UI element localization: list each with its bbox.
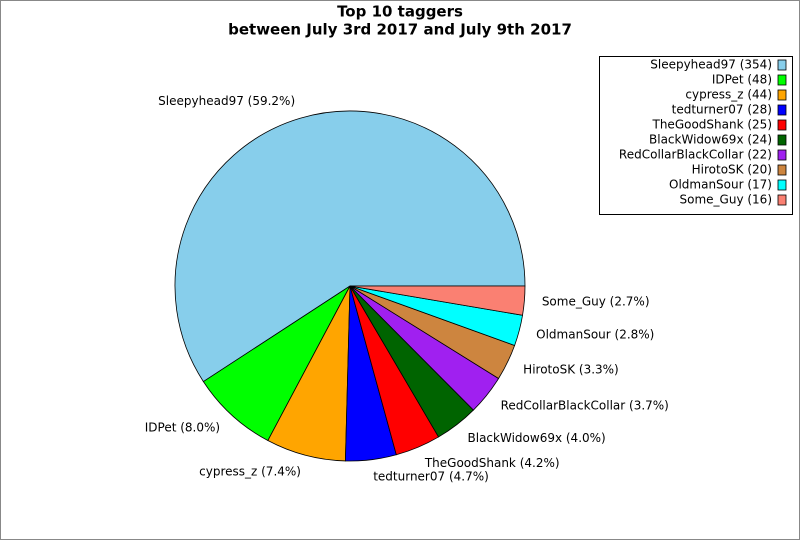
legend-swatch xyxy=(777,59,787,71)
legend-swatch xyxy=(777,194,787,206)
legend-label: Some_Guy (16) xyxy=(680,193,772,207)
legend-label: IDPet (48) xyxy=(712,73,772,87)
slice-label: OldmanSour (2.8%) xyxy=(536,328,654,342)
legend-label: TheGoodShank (25) xyxy=(652,118,773,132)
legend-label: BlackWidow69x (24) xyxy=(649,133,772,147)
pie-slice xyxy=(349,285,526,316)
pie-slice xyxy=(174,110,526,383)
slice-label: cypress_z (7.4%) xyxy=(199,465,301,479)
legend-swatch xyxy=(777,149,787,161)
legend-swatch xyxy=(777,134,787,146)
slice-label: IDPet (8.0%) xyxy=(145,421,220,435)
legend-label: OldmanSour (17) xyxy=(669,178,772,192)
legend-label: Sleepyhead97 (354) xyxy=(650,58,772,72)
legend-swatch xyxy=(777,74,787,86)
slice-label: RedCollarBlackCollar (3.7%) xyxy=(501,398,669,412)
pie-slice xyxy=(202,285,351,442)
legend-swatch xyxy=(777,104,787,116)
legend-swatch xyxy=(777,89,787,101)
slice-label: Some_Guy (2.7%) xyxy=(542,295,650,309)
slice-label: BlackWidow69x (4.0%) xyxy=(468,431,606,445)
chart-subtitle: between July 3rd 2017 and July 9th 2017 xyxy=(228,21,572,39)
slice-label: Sleepyhead97 (59.2%) xyxy=(158,94,295,108)
legend-swatch xyxy=(777,164,787,176)
legend-label: HirotoSK (20) xyxy=(692,163,772,177)
legend-swatch xyxy=(777,119,787,131)
legend-label: cypress_z (44) xyxy=(685,88,772,102)
legend-box xyxy=(599,56,793,215)
slice-label: HirotoSK (3.3%) xyxy=(523,363,619,377)
legend-label: RedCollarBlackCollar (22) xyxy=(619,148,772,162)
legend-swatch xyxy=(777,179,787,191)
legend-label: tedturner07 (28) xyxy=(672,103,772,117)
slice-label: tedturner07 (4.7%) xyxy=(373,470,489,484)
slice-label: TheGoodShank (4.2%) xyxy=(424,456,560,470)
chart-title: Top 10 taggers xyxy=(337,3,463,21)
